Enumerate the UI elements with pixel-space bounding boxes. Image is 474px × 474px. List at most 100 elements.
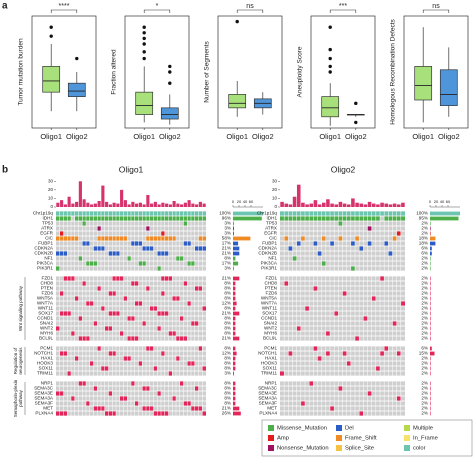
percent-bar	[430, 411, 431, 416]
pct-tick-label: 40	[243, 199, 248, 204]
tmb-bar	[150, 203, 154, 207]
alteration-cell	[284, 281, 289, 286]
pct-tick-label: 40	[440, 199, 445, 204]
alteration-cell	[142, 211, 146, 216]
plot-frame	[403, 15, 469, 129]
outlier	[142, 36, 146, 41]
alteration-cell	[59, 251, 64, 256]
gene-percent: 2%	[421, 396, 428, 401]
gene-percent: 18%	[419, 236, 428, 241]
alteration-cell	[183, 211, 188, 216]
alteration-cell	[172, 296, 176, 301]
alteration-cell	[172, 396, 176, 401]
alteration-cell	[134, 241, 139, 246]
alteration-cell	[288, 246, 293, 251]
y-axis-label: Homologous Recombination Defects	[390, 19, 397, 125]
gene-percent: 2%	[421, 266, 428, 271]
alteration-cell	[123, 211, 128, 216]
alteration-cell	[67, 371, 71, 376]
gene-percent: 2%	[421, 401, 428, 406]
alteration-cell	[97, 211, 101, 216]
tmb-bar	[388, 204, 393, 207]
gene-percent: 3%	[224, 371, 231, 376]
alteration-cell	[67, 211, 71, 216]
tmb-bar	[317, 204, 322, 207]
alteration-cell	[67, 276, 71, 281]
outlier	[142, 25, 146, 29]
tmb-bar	[280, 201, 284, 207]
percent-bar	[430, 401, 431, 406]
gene-name: WNT7A	[37, 301, 54, 306]
alteration-cell	[280, 211, 285, 216]
tmb-bar	[313, 200, 318, 207]
gene-percent: 2%	[421, 326, 428, 331]
gene-percent: 26%	[222, 411, 231, 416]
significance-label: ns	[432, 3, 440, 10]
gene-name: FZD6	[266, 291, 278, 296]
tmb-bar	[338, 201, 343, 207]
gene-percent: 8%	[224, 381, 231, 386]
alteration-cell	[97, 236, 101, 241]
alteration-cell	[86, 301, 90, 306]
alteration-cell	[59, 291, 64, 296]
alteration-cell	[157, 391, 161, 396]
tmb-bar	[172, 201, 176, 207]
percent-bar	[430, 246, 432, 251]
alteration-cell	[384, 241, 389, 246]
alteration-cell	[350, 241, 355, 246]
alteration-cell	[56, 266, 60, 271]
alteration-cell	[153, 236, 158, 241]
alteration-cell	[388, 211, 393, 216]
percent-bar	[233, 306, 236, 311]
alteration-cell	[350, 216, 355, 221]
alteration-cell	[78, 256, 83, 261]
alteration-cell	[93, 211, 98, 216]
alteration-cell	[101, 366, 105, 371]
alteration-cell	[321, 216, 326, 221]
percent-bar	[430, 281, 431, 286]
alteration-cell	[157, 266, 161, 271]
alteration-cell	[300, 236, 305, 241]
alteration-cell	[172, 331, 176, 336]
significance-label: ***	[339, 3, 347, 10]
tmb-bar	[376, 204, 380, 207]
alteration-cell	[396, 216, 401, 221]
gene-name: FUBP1	[38, 241, 53, 246]
percent-bar	[430, 231, 431, 236]
alteration-cell	[82, 281, 86, 286]
alteration-cell	[367, 216, 372, 221]
gene-name: MYH6	[40, 331, 53, 336]
alteration-cell	[194, 321, 199, 326]
alteration-cell	[288, 211, 293, 216]
panel-label: b	[2, 165, 8, 176]
alteration-cell	[131, 381, 135, 386]
alteration-cell	[325, 331, 330, 336]
gene-name: NOTCH1	[34, 351, 53, 356]
gene-name: PIK3R1	[37, 266, 53, 271]
alteration-cell	[146, 386, 150, 391]
alteration-cell	[86, 401, 90, 406]
alteration-cell	[367, 226, 372, 231]
alteration-cell	[74, 211, 79, 216]
significance-bracket	[422, 9, 450, 13]
tmb-bar	[380, 202, 384, 207]
alteration-cell	[104, 326, 109, 331]
tmb-tick-label: 0	[50, 204, 53, 209]
tmb-bar	[75, 201, 79, 207]
alteration-cell	[183, 221, 188, 226]
gene-name: SEMA3C	[258, 386, 278, 391]
significance-bracket	[50, 9, 78, 13]
alteration-cell	[164, 216, 169, 221]
gene-name: SEMA3A	[258, 396, 278, 401]
gene-name: SNAI2	[264, 321, 278, 326]
gene-name: PCM1	[264, 346, 277, 351]
gene-percent: 12%	[222, 351, 231, 356]
alteration-cell	[309, 211, 314, 216]
alteration-cell	[138, 361, 143, 366]
alteration-cell	[82, 221, 86, 226]
alteration-cell	[355, 211, 360, 216]
percent-bar	[430, 211, 460, 216]
x-tick-label: Oligo2	[252, 132, 274, 141]
alteration-cell	[334, 311, 339, 316]
group-label: Semaphorin-plexin	[13, 379, 18, 417]
